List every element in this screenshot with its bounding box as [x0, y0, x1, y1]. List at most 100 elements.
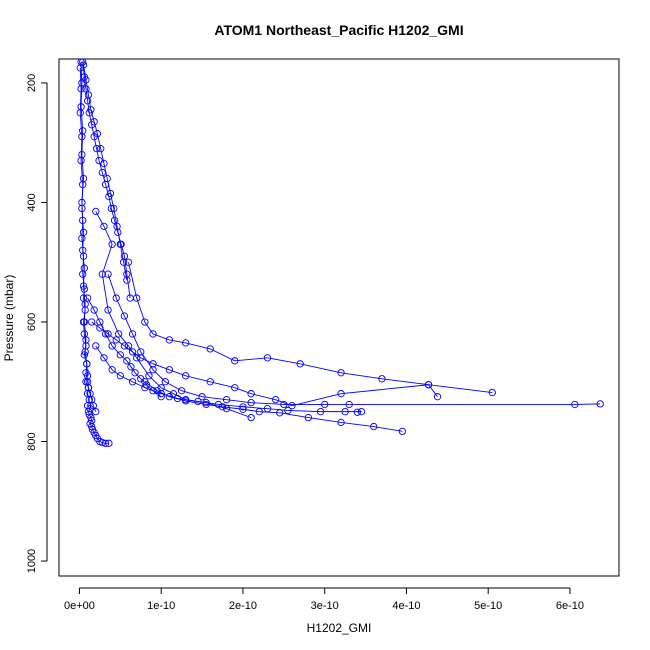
data-point [96, 318, 104, 326]
data-point [202, 399, 210, 407]
data-point [142, 381, 151, 389]
x-tick-label: 0e+00 [64, 600, 95, 612]
data-point [80, 318, 88, 326]
series-segment [90, 109, 95, 122]
data-point [128, 348, 137, 356]
data-point [119, 258, 128, 266]
data-point [89, 402, 97, 410]
series-segment [107, 274, 117, 299]
data-point [79, 58, 87, 66]
series-segment [81, 154, 84, 179]
series-segment [242, 406, 268, 410]
data-point [104, 330, 112, 338]
plot-area [76, 58, 604, 447]
series-segment [81, 184, 84, 209]
series-segment [120, 354, 128, 362]
series-segment [107, 333, 117, 341]
data-point [79, 246, 87, 254]
x-tick-label: 1e-10 [147, 600, 175, 612]
series-segment [115, 339, 125, 347]
data-point [124, 258, 133, 266]
data-point [100, 354, 108, 362]
series-segment [81, 208, 84, 233]
data-point [296, 360, 304, 368]
x-tick-label: 4e-10 [392, 600, 420, 612]
data-point [337, 418, 345, 427]
series-segment [87, 100, 90, 113]
series-segment [90, 417, 93, 421]
data-point [77, 156, 85, 165]
data-point [169, 390, 178, 398]
data-point [182, 339, 190, 347]
data-point [116, 351, 124, 359]
data-point [357, 407, 366, 416]
data-point [255, 407, 263, 416]
data-point [81, 300, 89, 308]
data-point [571, 400, 579, 409]
data-point [133, 294, 141, 302]
series-segment [79, 112, 83, 137]
data-point [80, 351, 88, 359]
data-point [149, 387, 157, 395]
series-segment [144, 381, 158, 392]
data-point [108, 240, 116, 248]
data-point [81, 348, 89, 356]
data-point [206, 378, 214, 386]
x-axis: 0e+00 1e-10 2e-10 3e-10 4e-10 5e-10 6e-10 [64, 587, 584, 612]
series-segment [381, 378, 429, 386]
data-point [231, 384, 239, 392]
series-segment [267, 357, 301, 365]
series-segment [81, 130, 84, 155]
series-segment [105, 184, 110, 197]
series-segment [95, 211, 105, 227]
data-point [103, 174, 111, 183]
series-segment [92, 429, 95, 433]
series-segment [98, 160, 103, 173]
data-point [80, 264, 88, 272]
series-segment [80, 106, 84, 131]
data-point [105, 439, 113, 447]
series-segment [226, 399, 252, 404]
series-segment [80, 160, 84, 185]
data-point [182, 372, 190, 380]
data-point [194, 397, 202, 406]
data-point [88, 318, 96, 326]
y-tick-label: 400 [26, 193, 38, 211]
series-segment [105, 333, 113, 347]
data-point [214, 400, 223, 409]
series-segment [340, 421, 374, 428]
series-segment [279, 412, 309, 419]
data-point [239, 405, 247, 413]
data-point [157, 384, 165, 392]
data-point [78, 133, 86, 141]
profile-series [92, 342, 366, 416]
data-point [116, 372, 124, 380]
data-point [98, 270, 106, 278]
data-point [337, 369, 345, 377]
series-segment [87, 297, 95, 311]
series-segment [85, 363, 88, 373]
series-segment [85, 372, 89, 382]
profile-series [92, 207, 255, 422]
series-segment [80, 82, 83, 107]
data-point [112, 294, 120, 302]
data-point [341, 407, 349, 416]
data-point [87, 106, 95, 114]
series-segment [87, 94, 92, 110]
data-point [104, 270, 112, 278]
y-tick-label: 1000 [26, 549, 38, 573]
data-point [88, 422, 96, 431]
data-point [128, 378, 137, 386]
data-point [101, 330, 110, 338]
series-segment [83, 321, 85, 334]
data-point [137, 348, 145, 356]
y-tick-label: 800 [26, 432, 38, 450]
series-segment [95, 435, 98, 439]
series-segment [128, 262, 138, 299]
data-point [77, 85, 85, 93]
data-point [198, 393, 206, 401]
data-point [78, 204, 86, 213]
series-segment [210, 381, 235, 389]
series-segment [340, 372, 382, 380]
